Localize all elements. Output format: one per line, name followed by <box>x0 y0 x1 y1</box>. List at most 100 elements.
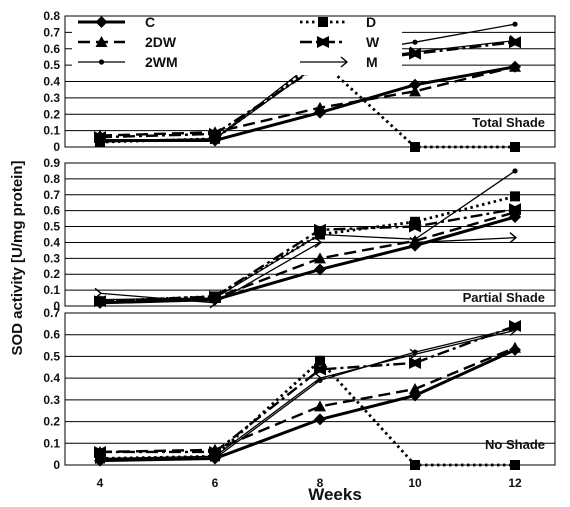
data-point <box>409 356 421 369</box>
series-line <box>99 359 515 467</box>
data-point <box>509 35 518 47</box>
series-d <box>95 191 520 307</box>
data-point <box>94 452 103 465</box>
data-point <box>409 78 421 91</box>
series-line <box>99 329 516 460</box>
y-tick-label: 0.5 <box>43 220 60 234</box>
data-point <box>410 460 420 470</box>
y-tick-label: 0.4 <box>43 235 60 249</box>
square-icon <box>318 17 328 27</box>
series-line <box>99 237 516 304</box>
data-point <box>509 232 518 244</box>
y-tick-label: 0.7 <box>43 188 60 202</box>
legend-label: 2WM <box>145 54 178 70</box>
diamond-icon <box>95 16 108 28</box>
data-point <box>510 191 520 202</box>
data-point <box>315 355 325 366</box>
y-tick-label: 0.7 <box>43 25 60 39</box>
triangle-icon <box>95 36 108 47</box>
data-point <box>412 39 418 45</box>
data-point <box>409 220 421 233</box>
x-tick-label: 12 <box>508 476 522 490</box>
data-point <box>410 216 420 227</box>
y-tick-label: 0.9 <box>43 156 60 170</box>
panel-label: Partial Shade <box>463 290 545 305</box>
panel-partial-shade: 0 0.1 0.2 0.3 0.40.5 0.6 0.7 0.8 0.9 Partial Shad… <box>43 156 556 313</box>
series-c <box>94 343 521 467</box>
data-point <box>409 236 418 248</box>
data-point <box>314 413 326 426</box>
y-tick-label: 0.1 <box>43 124 60 138</box>
data-point <box>314 223 326 236</box>
data-point <box>314 363 326 376</box>
legend-label: D <box>366 14 376 30</box>
series-line <box>100 65 516 142</box>
data-point <box>409 46 418 58</box>
series-m <box>94 232 518 309</box>
y-tick-label: 0.6 <box>43 204 60 218</box>
y-tick-label: 0.3 <box>43 91 60 105</box>
data-point <box>512 21 518 27</box>
y-tick-label: 0.1 <box>43 436 60 450</box>
series-m <box>94 324 518 465</box>
legend: C D 2DW W 2WM M <box>72 14 402 75</box>
data-point <box>209 297 218 309</box>
y-tick-label: 0.3 <box>43 251 60 265</box>
data-point <box>94 136 103 148</box>
y-tick-label: 0.6 <box>43 328 60 342</box>
y-tick-label: 0.4 <box>43 75 60 89</box>
series-line <box>99 348 516 463</box>
legend-item-2dw: 2DW <box>78 34 177 50</box>
data-point <box>512 168 518 174</box>
data-point <box>314 263 326 276</box>
data-point <box>314 400 326 412</box>
data-point <box>410 142 420 152</box>
x-tick-label: 6 <box>212 476 219 490</box>
small-dot-icon <box>98 59 105 65</box>
legend-item-c: C <box>78 14 155 30</box>
data-point <box>509 60 521 72</box>
data-point <box>314 372 323 384</box>
panel-label: Total Shade <box>472 115 545 130</box>
series-line <box>99 207 516 303</box>
y-tick-label: 0 <box>53 140 60 154</box>
x-tick-label: 4 <box>97 476 104 490</box>
data-point <box>509 320 521 333</box>
data-point <box>409 383 421 394</box>
data-point <box>209 450 218 462</box>
y-tick-label: 0.6 <box>43 42 60 56</box>
data-point <box>314 236 323 248</box>
data-point <box>94 295 106 308</box>
y-tick-label: 0.5 <box>43 58 60 72</box>
data-point <box>94 287 103 299</box>
y-tick-label: 0.2 <box>43 267 60 281</box>
series-line <box>99 211 516 303</box>
data-point <box>409 348 418 360</box>
x-axis-title: Weeks <box>308 485 362 504</box>
data-point <box>314 101 326 113</box>
y-tick-label: 0.3 <box>43 393 60 407</box>
y-tick-label: 0.1 <box>43 283 60 297</box>
x-tick-label: 8 <box>317 476 324 490</box>
y-tick-label: 0.5 <box>43 349 60 363</box>
open-arrow-icon <box>340 56 349 68</box>
plot-frame <box>64 162 556 307</box>
data-point <box>409 85 421 97</box>
data-point <box>509 203 521 216</box>
data-point <box>510 460 520 470</box>
panel-no-shade: 0 0.1 0.2 0.3 0.4 0.5 0.6 0.7 No Shade 4 6 8 10 12 <box>43 306 556 490</box>
y-tick-label: 0.4 <box>43 371 60 385</box>
series-w <box>94 203 521 308</box>
data-point <box>209 445 221 458</box>
y-tick-label: 0.8 <box>43 172 60 186</box>
legend-label: 2DW <box>145 34 177 50</box>
y-tick-label: 0.8 <box>43 9 60 23</box>
series-2dw <box>94 206 521 307</box>
legend-label: C <box>145 14 155 30</box>
x-tick-label: 10 <box>408 476 422 490</box>
y-tick-label: 0 <box>53 299 60 313</box>
legend-item-2wm: 2WM <box>78 54 178 70</box>
data-point <box>509 341 521 353</box>
